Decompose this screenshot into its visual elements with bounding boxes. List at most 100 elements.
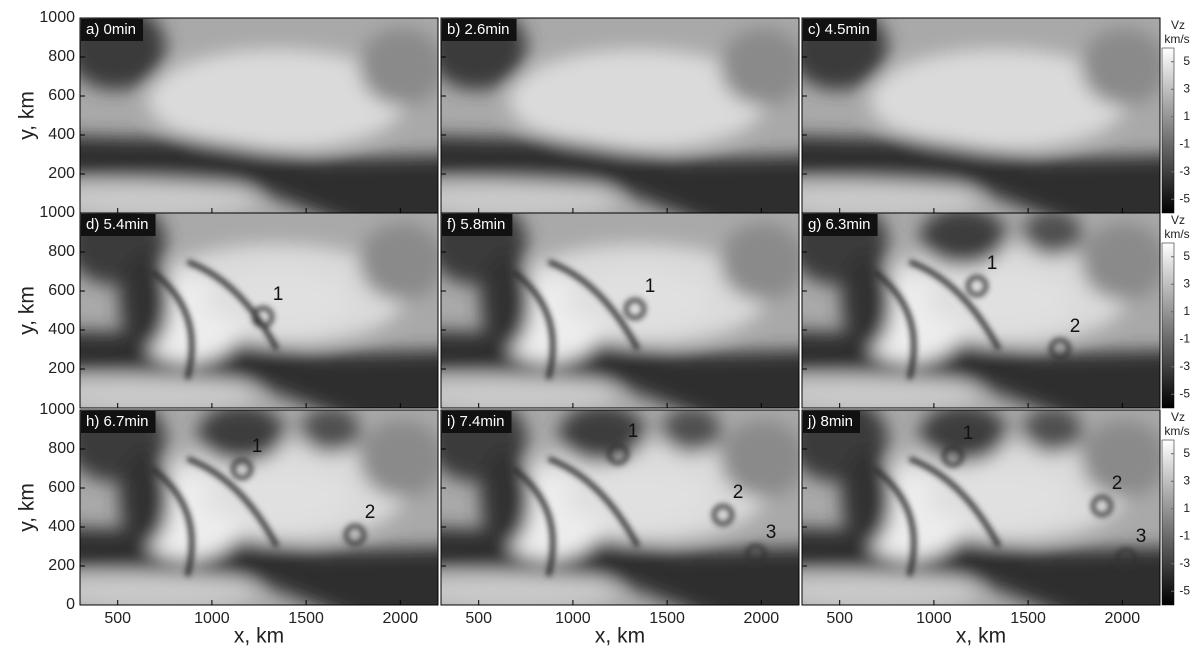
panel-frame — [79, 212, 439, 409]
field-shade — [441, 374, 620, 408]
y-tick-label: 400 — [48, 321, 75, 338]
panel-label-bg — [803, 214, 878, 236]
field-shade — [301, 410, 360, 453]
field-shade — [509, 49, 767, 151]
field-shade — [1023, 410, 1082, 453]
panel — [441, 18, 799, 213]
field-shade — [119, 449, 170, 547]
field-streak — [872, 466, 917, 577]
y-tick-label: 0 — [66, 596, 75, 613]
panel — [802, 410, 1160, 605]
panel — [441, 213, 799, 408]
x-tick-label: 1500 — [288, 610, 324, 627]
y-tick-label: 800 — [48, 243, 75, 260]
field-swirl — [745, 544, 767, 566]
field-shade — [802, 374, 981, 408]
colorbar-tick-label: 1 — [1183, 501, 1190, 515]
field-shade — [1081, 27, 1160, 106]
field-swirl — [1091, 495, 1113, 517]
colorbar — [1161, 439, 1175, 606]
x-tick-label: 2000 — [744, 610, 780, 627]
y-tick-label: 800 — [48, 48, 75, 65]
field-streak — [872, 259, 1071, 380]
annotation: 1 — [645, 276, 656, 297]
field-shade — [920, 410, 1007, 463]
annotation: 1 — [987, 253, 998, 274]
colorbar-tick-label: -5 — [1179, 583, 1190, 597]
field-shade — [802, 18, 888, 91]
panel-label: i) 7.4min — [447, 413, 505, 430]
field-shade — [802, 571, 981, 605]
panel-label-bg — [81, 19, 144, 41]
colorbar-tick-label: -1 — [1179, 331, 1190, 345]
panel-label-bg — [442, 411, 512, 433]
field-swirl — [712, 504, 734, 526]
field-shade — [205, 271, 349, 330]
colorbar-tick-label: 1 — [1183, 109, 1190, 123]
panel-label-bg — [442, 214, 513, 236]
panel — [802, 18, 1160, 213]
field-shade — [841, 252, 892, 350]
field-streak — [872, 445, 1137, 577]
panel-label: j) 8min — [807, 413, 853, 430]
field-shade — [480, 252, 531, 350]
panel-frame — [79, 409, 439, 606]
colorbar — [1161, 242, 1175, 409]
x-tick-label: 500 — [104, 610, 131, 627]
panel — [80, 18, 438, 213]
field-shade — [1081, 222, 1160, 301]
y-tick-label: 600 — [48, 479, 75, 496]
field-shade — [441, 571, 620, 605]
colorbar-title: Vz — [1171, 18, 1185, 32]
colorbar-tick-label: 5 — [1183, 54, 1190, 68]
y-tick-label: 1000 — [39, 204, 75, 221]
field-swirl — [344, 524, 366, 546]
field-shade — [441, 179, 620, 213]
x-axis-title: x, km — [956, 625, 1006, 648]
x-tick-label: 1000 — [555, 610, 591, 627]
y-axis-title: y, km — [16, 286, 39, 335]
annotation: 1 — [963, 423, 974, 444]
panel-label: h) 6.7min — [86, 413, 149, 430]
field-shade — [802, 18, 1160, 213]
x-tick-label: 1500 — [649, 610, 685, 627]
field-shade — [1023, 213, 1082, 256]
field-swirl — [1115, 548, 1137, 570]
annotation: 1 — [273, 284, 284, 305]
x-axis-title: x, km — [595, 625, 645, 648]
field-swirl — [231, 458, 253, 480]
field-streak — [547, 456, 641, 548]
panel — [80, 410, 438, 605]
colorbar-unit: km/s — [1164, 424, 1189, 438]
field-shade — [80, 18, 166, 91]
y-tick-label: 200 — [48, 360, 75, 377]
x-tick-label: 2000 — [383, 610, 419, 627]
panel-label-bg — [803, 19, 877, 41]
y-tick-label: 600 — [48, 282, 75, 299]
panel-label: d) 5.4min — [86, 216, 149, 233]
field-shade — [802, 179, 981, 213]
y-tick-label: 400 — [48, 126, 75, 143]
y-tick-label: 400 — [48, 518, 75, 535]
field-streak — [150, 269, 195, 380]
field-shade — [441, 18, 799, 213]
y-tick-label: 200 — [48, 165, 75, 182]
field-shade — [80, 410, 438, 605]
colorbar-title: Vz — [1171, 213, 1185, 227]
field-swirl — [607, 443, 629, 465]
x-tick-label: 500 — [465, 610, 492, 627]
field-swirl — [1049, 338, 1071, 360]
y-tick-label: 200 — [48, 557, 75, 574]
annotation: 2 — [1112, 473, 1123, 494]
x-tick-label: 1000 — [194, 610, 230, 627]
colorbar-tick-label: -1 — [1179, 528, 1190, 542]
colorbar-tick-label: 3 — [1183, 473, 1190, 487]
field-swirl — [966, 275, 988, 297]
field-shade — [441, 18, 527, 91]
annotation: 2 — [365, 502, 376, 523]
panel-frame — [801, 409, 1161, 606]
field-shade — [920, 213, 1007, 266]
y-tick-label: 600 — [48, 87, 75, 104]
colorbar-unit: km/s — [1164, 227, 1189, 241]
colorbar-tick-label: 5 — [1183, 446, 1190, 460]
